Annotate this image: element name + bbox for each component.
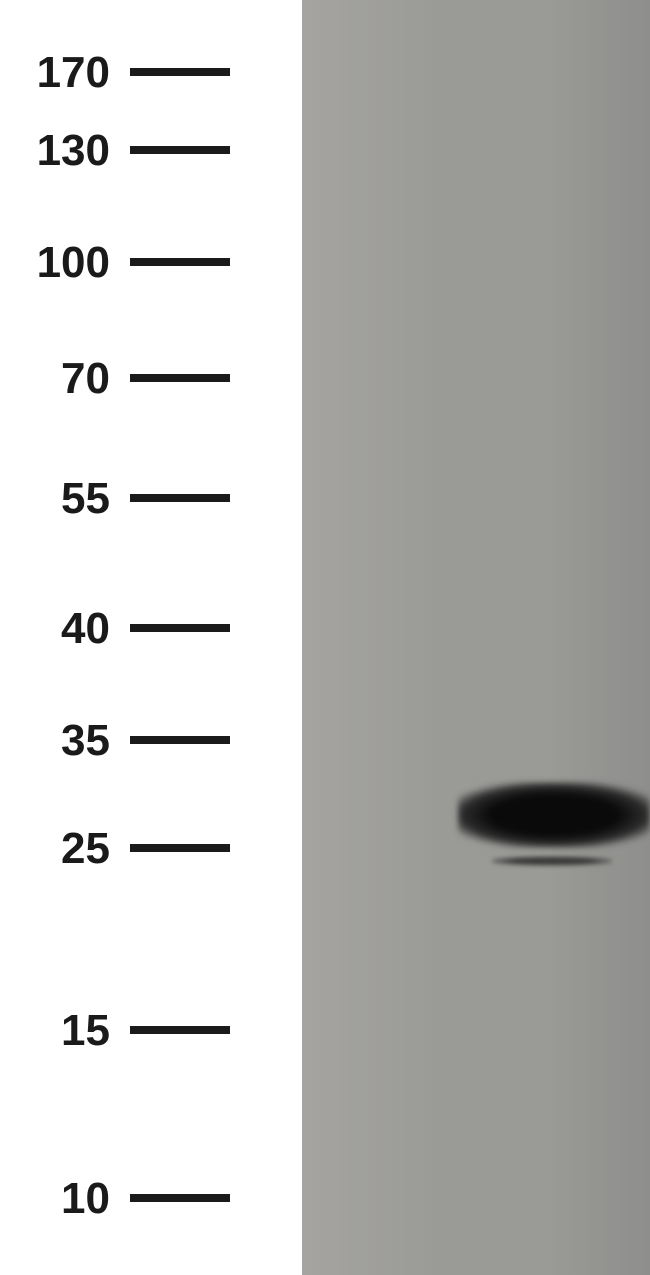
mw-marker: 55 [0, 498, 300, 499]
mw-marker-label: 10 [61, 1174, 110, 1224]
mw-marker: 35 [0, 740, 300, 741]
mw-marker: 10 [0, 1198, 300, 1199]
mw-marker: 25 [0, 848, 300, 849]
mw-marker-label: 55 [61, 474, 110, 524]
mw-marker-tick [130, 624, 230, 632]
mw-marker: 100 [0, 262, 300, 263]
mw-marker-tick [130, 1026, 230, 1034]
mw-marker-tick [130, 1194, 230, 1202]
mw-marker-tick [130, 146, 230, 154]
mw-marker-tick [130, 258, 230, 266]
mw-marker-tick [130, 844, 230, 852]
mw-marker: 40 [0, 628, 300, 629]
mw-marker-tick [130, 68, 230, 76]
mw-marker-tick [130, 374, 230, 382]
mw-marker-label: 170 [37, 48, 110, 98]
mw-marker-label: 70 [61, 354, 110, 404]
primary-band [458, 782, 650, 848]
blot-lane-area [302, 0, 650, 1275]
mw-marker: 15 [0, 1030, 300, 1031]
mw-marker: 70 [0, 378, 300, 379]
mw-marker-label: 40 [61, 604, 110, 654]
faint-band-below [492, 856, 612, 866]
mw-marker-label: 35 [61, 716, 110, 766]
mw-marker-label: 15 [61, 1006, 110, 1056]
blot-lane-background [302, 0, 650, 1275]
mw-marker-label: 100 [37, 238, 110, 288]
mw-marker-tick [130, 736, 230, 744]
mw-marker-label: 130 [37, 126, 110, 176]
mw-marker-label: 25 [61, 824, 110, 874]
mw-marker: 130 [0, 150, 300, 151]
western-blot-figure: 170 130 100 70 55 40 35 25 15 10 [0, 0, 650, 1275]
mw-marker: 170 [0, 72, 300, 73]
mw-marker-tick [130, 494, 230, 502]
